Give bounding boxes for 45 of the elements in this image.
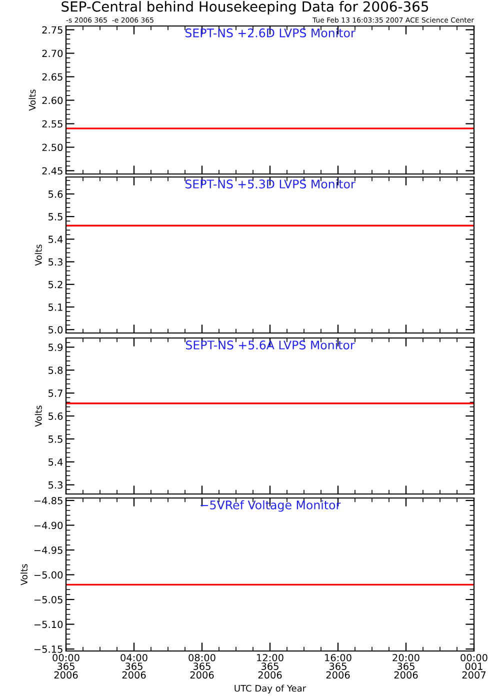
x-axis-title: UTC Day of Year: [234, 684, 306, 694]
y-tick-label: 5.7: [48, 390, 62, 397]
chart-title: SEPT-NS +5.6A LVPS Monitor: [186, 340, 355, 350]
y-tick-label: 2.55: [42, 120, 62, 128]
y-tick-label: 5.6: [48, 190, 63, 198]
y-axis-title: Volts: [28, 90, 36, 111]
x-tick-label: 08:00 365 2006: [188, 654, 216, 679]
y-tick-label: 5.3: [48, 258, 62, 266]
chart-title: SEPT-NS +2.6D LVPS Monitor: [185, 28, 356, 38]
chart-title: −5VRef Voltage Monitor: [200, 500, 341, 512]
y-tick-label: 2.50: [42, 144, 63, 152]
y-tick-label: 2.75: [42, 26, 62, 34]
y-tick-label: 5.6: [48, 412, 63, 420]
y-tick-label: 5.4: [48, 236, 63, 244]
x-tick-label: 00:00 001 2007: [460, 654, 488, 679]
y-tick-label: 5.0: [48, 326, 63, 334]
chart-title: SEPT-NS +5.3D LVPS Monitor: [185, 179, 356, 188]
y-tick-label: 5.1: [48, 304, 62, 311]
y-tick-label: 2.70: [42, 50, 63, 58]
y-tick-label: 5.2: [48, 280, 62, 288]
y-tick-label: −4.90: [34, 522, 63, 530]
y-tick-label: 2.45: [42, 167, 62, 175]
y-tick-label: 5.3: [48, 481, 62, 489]
y-axis-title: Volts: [34, 244, 42, 266]
y-tick-label: 5.9: [48, 344, 63, 352]
text: SEP-Central behind Housekeeping Data for 2006-365: [62, 1, 428, 14]
x-tick-label: 20:00 365 2006: [392, 654, 420, 679]
y-tick-label: 5.5: [48, 436, 62, 443]
y-tick-label: −4.95: [34, 546, 62, 554]
y-tick-label: −5.00: [34, 571, 63, 579]
y-tick-label: 2.65: [42, 73, 62, 81]
y-tick-label: 5.5: [48, 213, 62, 220]
y-tick-label: −5.10: [34, 620, 63, 628]
y-axis-title: Volts: [20, 564, 28, 586]
x-tick-label: 00:00 365 2006: [52, 654, 80, 679]
y-tick-label: 5.8: [48, 366, 63, 374]
x-tick-label: 04:00 365 2006: [120, 654, 148, 679]
y-axis-title: Volts: [34, 406, 42, 427]
y-tick-label: −5.05: [34, 596, 62, 604]
y-tick-label: −4.85: [34, 496, 62, 504]
y-tick-label: −5.15: [34, 646, 62, 653]
y-tick-label: 2.60: [42, 96, 63, 104]
x-tick-label: 16:00 365 2006: [325, 654, 352, 679]
y-tick-label: 5.4: [48, 458, 63, 466]
x-tick-label: 12:00 365 2006: [257, 654, 284, 679]
